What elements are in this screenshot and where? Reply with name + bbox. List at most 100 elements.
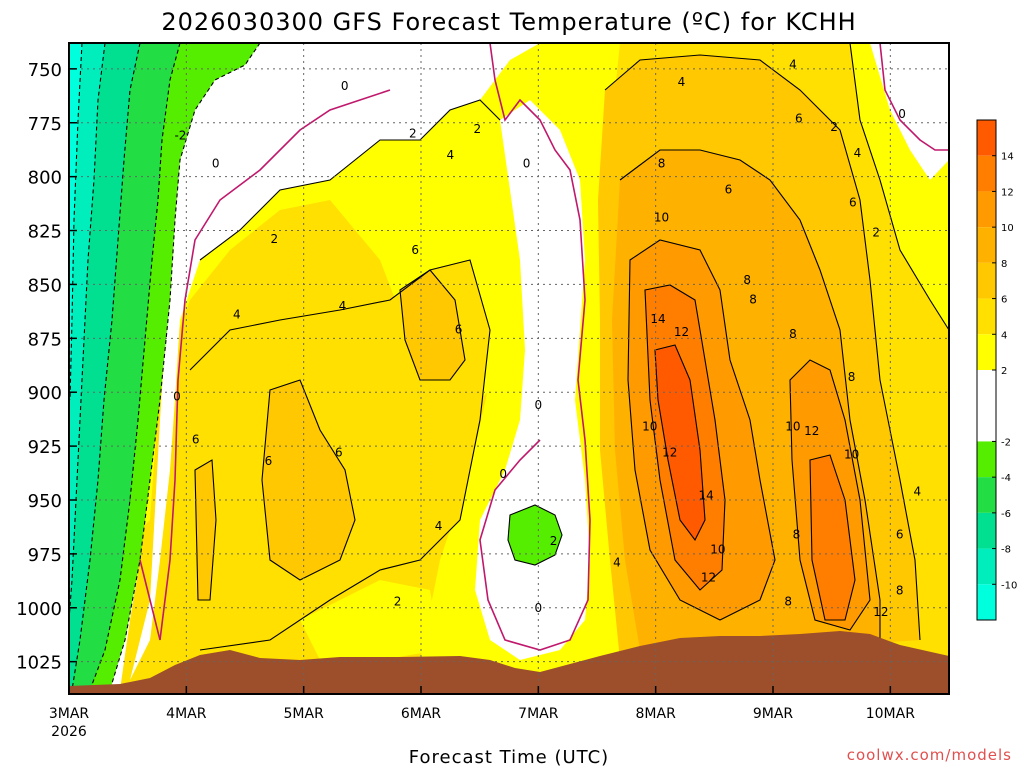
field-minus10-minus12 xyxy=(69,43,82,420)
y-tick-label: 975 xyxy=(28,545,62,566)
contour-label: 8 xyxy=(784,594,792,608)
contour-label: 6 xyxy=(455,323,463,337)
y-tick-label: 950 xyxy=(28,491,62,512)
contour-label: 2 xyxy=(271,232,279,246)
field-cold-pocket xyxy=(508,505,562,565)
plot-frame xyxy=(68,42,950,695)
gridlines xyxy=(69,43,949,694)
x-tick-year: 2026 xyxy=(51,724,87,740)
colorbar-label: 12 xyxy=(1001,187,1014,198)
y-tick-label: 1025 xyxy=(16,653,62,674)
colorbar-bin xyxy=(977,155,996,192)
field-6-8-c xyxy=(195,460,216,600)
contour-label: 8 xyxy=(793,527,801,541)
contour-labels: 0 0 0 0 0 0 0 0 -2 2 2 2 2 2 2 2 4 4 4 4 4 4 4 4 4 6 6 6 6 6 6 6 6 6 8 8 8 8 8… xyxy=(173,58,921,620)
contour-label: 2 xyxy=(394,594,402,608)
contour-label: 4 xyxy=(678,75,686,89)
x-axis-label: Forecast Time (UTC) xyxy=(409,747,609,768)
field-6-8-b xyxy=(400,270,465,380)
colorbar-bin xyxy=(977,477,996,513)
contour-label: 4 xyxy=(913,484,921,498)
contour-label: 10 xyxy=(642,420,657,434)
colorbar-label: -8 xyxy=(1001,545,1011,556)
contour-label: 12 xyxy=(804,424,819,438)
plot-area: 0 0 0 0 0 0 0 0 -2 2 2 2 2 2 2 2 4 4 4 4 4 4 4 4 4 6 6 6 6 6 6 6 6 6 8 8 8 8 8… xyxy=(69,43,949,694)
field-neutral-west-b xyxy=(130,43,540,680)
contour-label: 6 xyxy=(411,243,419,257)
x-tick-label: 10MAR xyxy=(866,706,915,722)
contour-label: 14 xyxy=(698,489,713,503)
colorbar-bin xyxy=(977,227,996,263)
colorbar-bin xyxy=(977,512,996,549)
field-6-8-a xyxy=(262,380,355,580)
contour-label: 12 xyxy=(662,446,677,460)
colorbar-label: 6 xyxy=(1001,295,1007,306)
contour-label: 2 xyxy=(409,127,417,141)
contour-label: 8 xyxy=(743,273,751,287)
contour-label: -2 xyxy=(174,129,186,143)
field-14-16-east xyxy=(655,345,705,540)
contour-label: 14 xyxy=(650,312,665,326)
chart-title: 2026030300 GFS Forecast Temperature (ºC)… xyxy=(161,8,856,36)
contour-label: 6 xyxy=(896,527,904,541)
colorbar-bin xyxy=(977,191,996,228)
contour-label: 8 xyxy=(789,327,797,341)
contour-label: 4 xyxy=(447,148,455,162)
y-tick-label: 875 xyxy=(28,329,62,350)
colorbar-label: 2 xyxy=(1001,366,1007,377)
contour-label: 6 xyxy=(192,433,200,447)
y-axis: 750 775 800 825 850 875 900 925 950 975 1000 1025 xyxy=(16,60,77,674)
x-tick-label: 5MAR xyxy=(284,706,325,722)
contour-label: 12 xyxy=(873,605,888,619)
y-tick-label: 900 xyxy=(28,383,62,404)
colorbar-bin xyxy=(977,298,996,335)
colorbar-label: -6 xyxy=(1001,509,1011,520)
contour-label: 12 xyxy=(701,571,716,585)
colorbar-bin xyxy=(977,441,996,478)
colorbar-bin xyxy=(977,334,996,370)
colorbar: 14 12 10 8 6 4 2 -2 -4 -6 -8 -10 xyxy=(976,119,1017,621)
contour-label: 8 xyxy=(658,157,666,171)
field-2-4-low xyxy=(300,580,440,660)
contour-label: 0 xyxy=(898,107,906,121)
colorbar-label: 14 xyxy=(1001,152,1014,163)
contour-label: 0 xyxy=(523,157,531,171)
contour-label: 2 xyxy=(550,534,558,548)
colorbar-label: -10 xyxy=(1001,580,1017,591)
y-tick-label: 850 xyxy=(28,275,62,296)
contour-label: 4 xyxy=(435,519,443,533)
contour-label: 2 xyxy=(872,226,880,240)
x-tick-label: 4MAR xyxy=(166,706,207,722)
contour-lines xyxy=(69,43,949,691)
contour-label: 0 xyxy=(535,601,543,615)
colorbar-bin xyxy=(977,584,996,620)
contour-label: 8 xyxy=(749,293,757,307)
contour-label: 4 xyxy=(854,146,862,160)
contour-label: 8 xyxy=(848,370,856,384)
field-neutral-center xyxy=(475,100,590,660)
contour-label: 4 xyxy=(613,556,621,570)
contour-label: 6 xyxy=(265,454,273,468)
colorbar-label: 10 xyxy=(1001,223,1014,234)
contour-label: 4 xyxy=(789,58,797,72)
x-tick-label: 3MAR xyxy=(49,706,90,722)
contour-label: 6 xyxy=(849,196,857,210)
colorbar-label: 4 xyxy=(1001,330,1007,341)
contour-label: 4 xyxy=(233,308,241,322)
x-tick-label: 7MAR xyxy=(518,706,559,722)
contour-label: 2 xyxy=(830,120,838,134)
x-tick-label: 9MAR xyxy=(753,706,794,722)
y-tick-label: 775 xyxy=(28,114,62,135)
contour-label: 6 xyxy=(335,446,343,460)
x-axis: 3MAR 2026 4MAR 5MAR 6MAR 7MAR 8MAR 9MAR 10MAR xyxy=(49,686,915,740)
contour-label: 10 xyxy=(844,448,859,462)
y-tick-label: 925 xyxy=(28,437,62,458)
contour-label: 8 xyxy=(896,584,904,598)
colorbar-label: -4 xyxy=(1001,473,1011,484)
contour-label: 0 xyxy=(173,390,181,404)
colorbar-bin xyxy=(977,120,996,156)
colorbar-bin xyxy=(977,548,996,585)
credit-text: coolwx.com/models xyxy=(847,746,1012,764)
colorbar-bin xyxy=(977,262,996,299)
